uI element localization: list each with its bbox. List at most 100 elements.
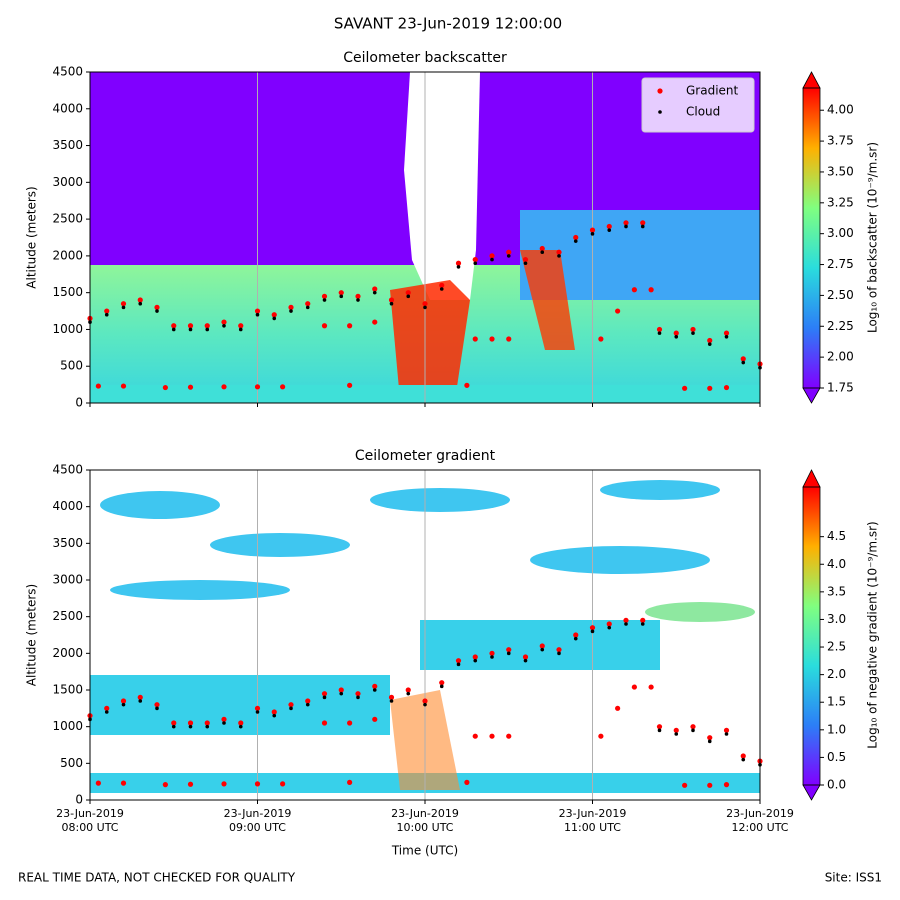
data-point: [339, 294, 344, 299]
y-tick-label: 500: [60, 359, 83, 373]
data-point: [557, 254, 561, 258]
data-point: [724, 335, 729, 339]
data-point: [238, 323, 244, 329]
y-tick-label: 2000: [52, 646, 83, 660]
data-point: [489, 733, 495, 739]
y-tick-label: 2500: [52, 212, 83, 226]
data-point: [740, 753, 746, 759]
data-point: [598, 336, 604, 342]
data-point: [355, 293, 361, 299]
data-point: [657, 728, 662, 733]
data-point: [556, 249, 562, 255]
data-point: [523, 261, 528, 266]
data-point: [456, 662, 461, 667]
data-point: [388, 694, 395, 700]
data-point: [188, 327, 193, 332]
data-point: [254, 384, 261, 390]
data-point: [422, 301, 428, 307]
y-tick-label: 2500: [52, 609, 83, 623]
y-tick-label: 3000: [52, 573, 83, 587]
data-point: [389, 301, 394, 306]
data-point: [280, 384, 286, 390]
data-point: [598, 733, 604, 739]
colorbar-tick-label: 1.75: [827, 381, 854, 395]
data-point: [120, 698, 127, 704]
data-point: [707, 342, 712, 346]
colorbar-tick-label: 3.25: [827, 195, 854, 209]
data-point: [439, 684, 444, 689]
colorbar-tick-label: 3.0: [827, 612, 846, 626]
data-point: [221, 384, 227, 390]
y-tick-label: 0: [75, 793, 83, 807]
data-point: [590, 629, 595, 634]
data-point: [640, 224, 645, 229]
data-point: [506, 647, 512, 653]
data-point: [138, 301, 143, 306]
data-point: [338, 290, 344, 296]
data-point: [464, 779, 470, 786]
colorbar-tick-label: 2.50: [827, 288, 854, 302]
data-point: [506, 733, 512, 739]
data-point: [691, 728, 695, 733]
data-point: [606, 621, 612, 627]
chart-title: Ceilometer gradient: [355, 448, 496, 464]
data-point: [355, 691, 361, 697]
data-point: [682, 782, 688, 788]
colorbar-tick-label: 2.5: [827, 640, 846, 654]
data-point: [522, 256, 529, 263]
colorbar-tick-label: 4.00: [827, 103, 854, 117]
data-point: [573, 239, 578, 243]
data-point: [590, 232, 595, 236]
data-point: [472, 336, 478, 342]
data-point: [238, 720, 244, 726]
data-point: [540, 647, 545, 652]
data-point: [289, 706, 293, 711]
data-point: [221, 781, 227, 787]
data-point: [347, 779, 353, 786]
data-point: [372, 286, 378, 292]
data-point: [673, 727, 679, 733]
data-point: [506, 254, 511, 258]
data-point: [539, 245, 545, 252]
y-tick-label: 2000: [52, 248, 83, 262]
x-tick-label: 23-Jun-2019: [726, 807, 794, 820]
colorbar-tick-label: 1.5: [827, 695, 846, 709]
data-point: [222, 721, 226, 725]
data-point: [171, 327, 176, 332]
data-point: [707, 782, 713, 788]
data-point: [271, 312, 277, 318]
data-point: [489, 336, 495, 342]
data-point: [95, 780, 101, 786]
x-tick-label: 08:00 UTC: [61, 821, 118, 834]
data-point: [238, 724, 243, 729]
data-point: [741, 360, 746, 365]
data-point: [439, 282, 445, 288]
data-point: [540, 250, 545, 255]
data-point: [254, 308, 261, 314]
data-point: [389, 699, 394, 703]
data-point: [682, 385, 688, 391]
data-point: [222, 323, 226, 328]
data-point: [631, 287, 637, 293]
data-point: [322, 298, 327, 302]
data-point: [372, 688, 377, 692]
data-point: [288, 702, 294, 708]
y-tick-label: 4000: [52, 101, 83, 115]
data-point: [723, 727, 730, 733]
data-point: [573, 234, 579, 241]
data-point: [455, 260, 462, 266]
data-point: [631, 684, 637, 690]
data-point: [423, 305, 427, 310]
data-point: [137, 297, 143, 303]
data-point: [615, 705, 621, 711]
data-point: [289, 309, 293, 313]
colorbar-tick-label: 1.0: [827, 722, 846, 736]
colorbar-tick-label: 2.00: [827, 350, 854, 364]
data-point: [648, 287, 654, 293]
colorbar-tick-label: 4.0: [827, 557, 846, 571]
data-point: [607, 228, 612, 232]
chart-title: Ceilometer backscatter: [343, 50, 507, 66]
x-tick-label: 23-Jun-2019: [391, 807, 459, 820]
data-point: [221, 319, 227, 325]
x-tick-label: 12:00 UTC: [731, 821, 788, 834]
